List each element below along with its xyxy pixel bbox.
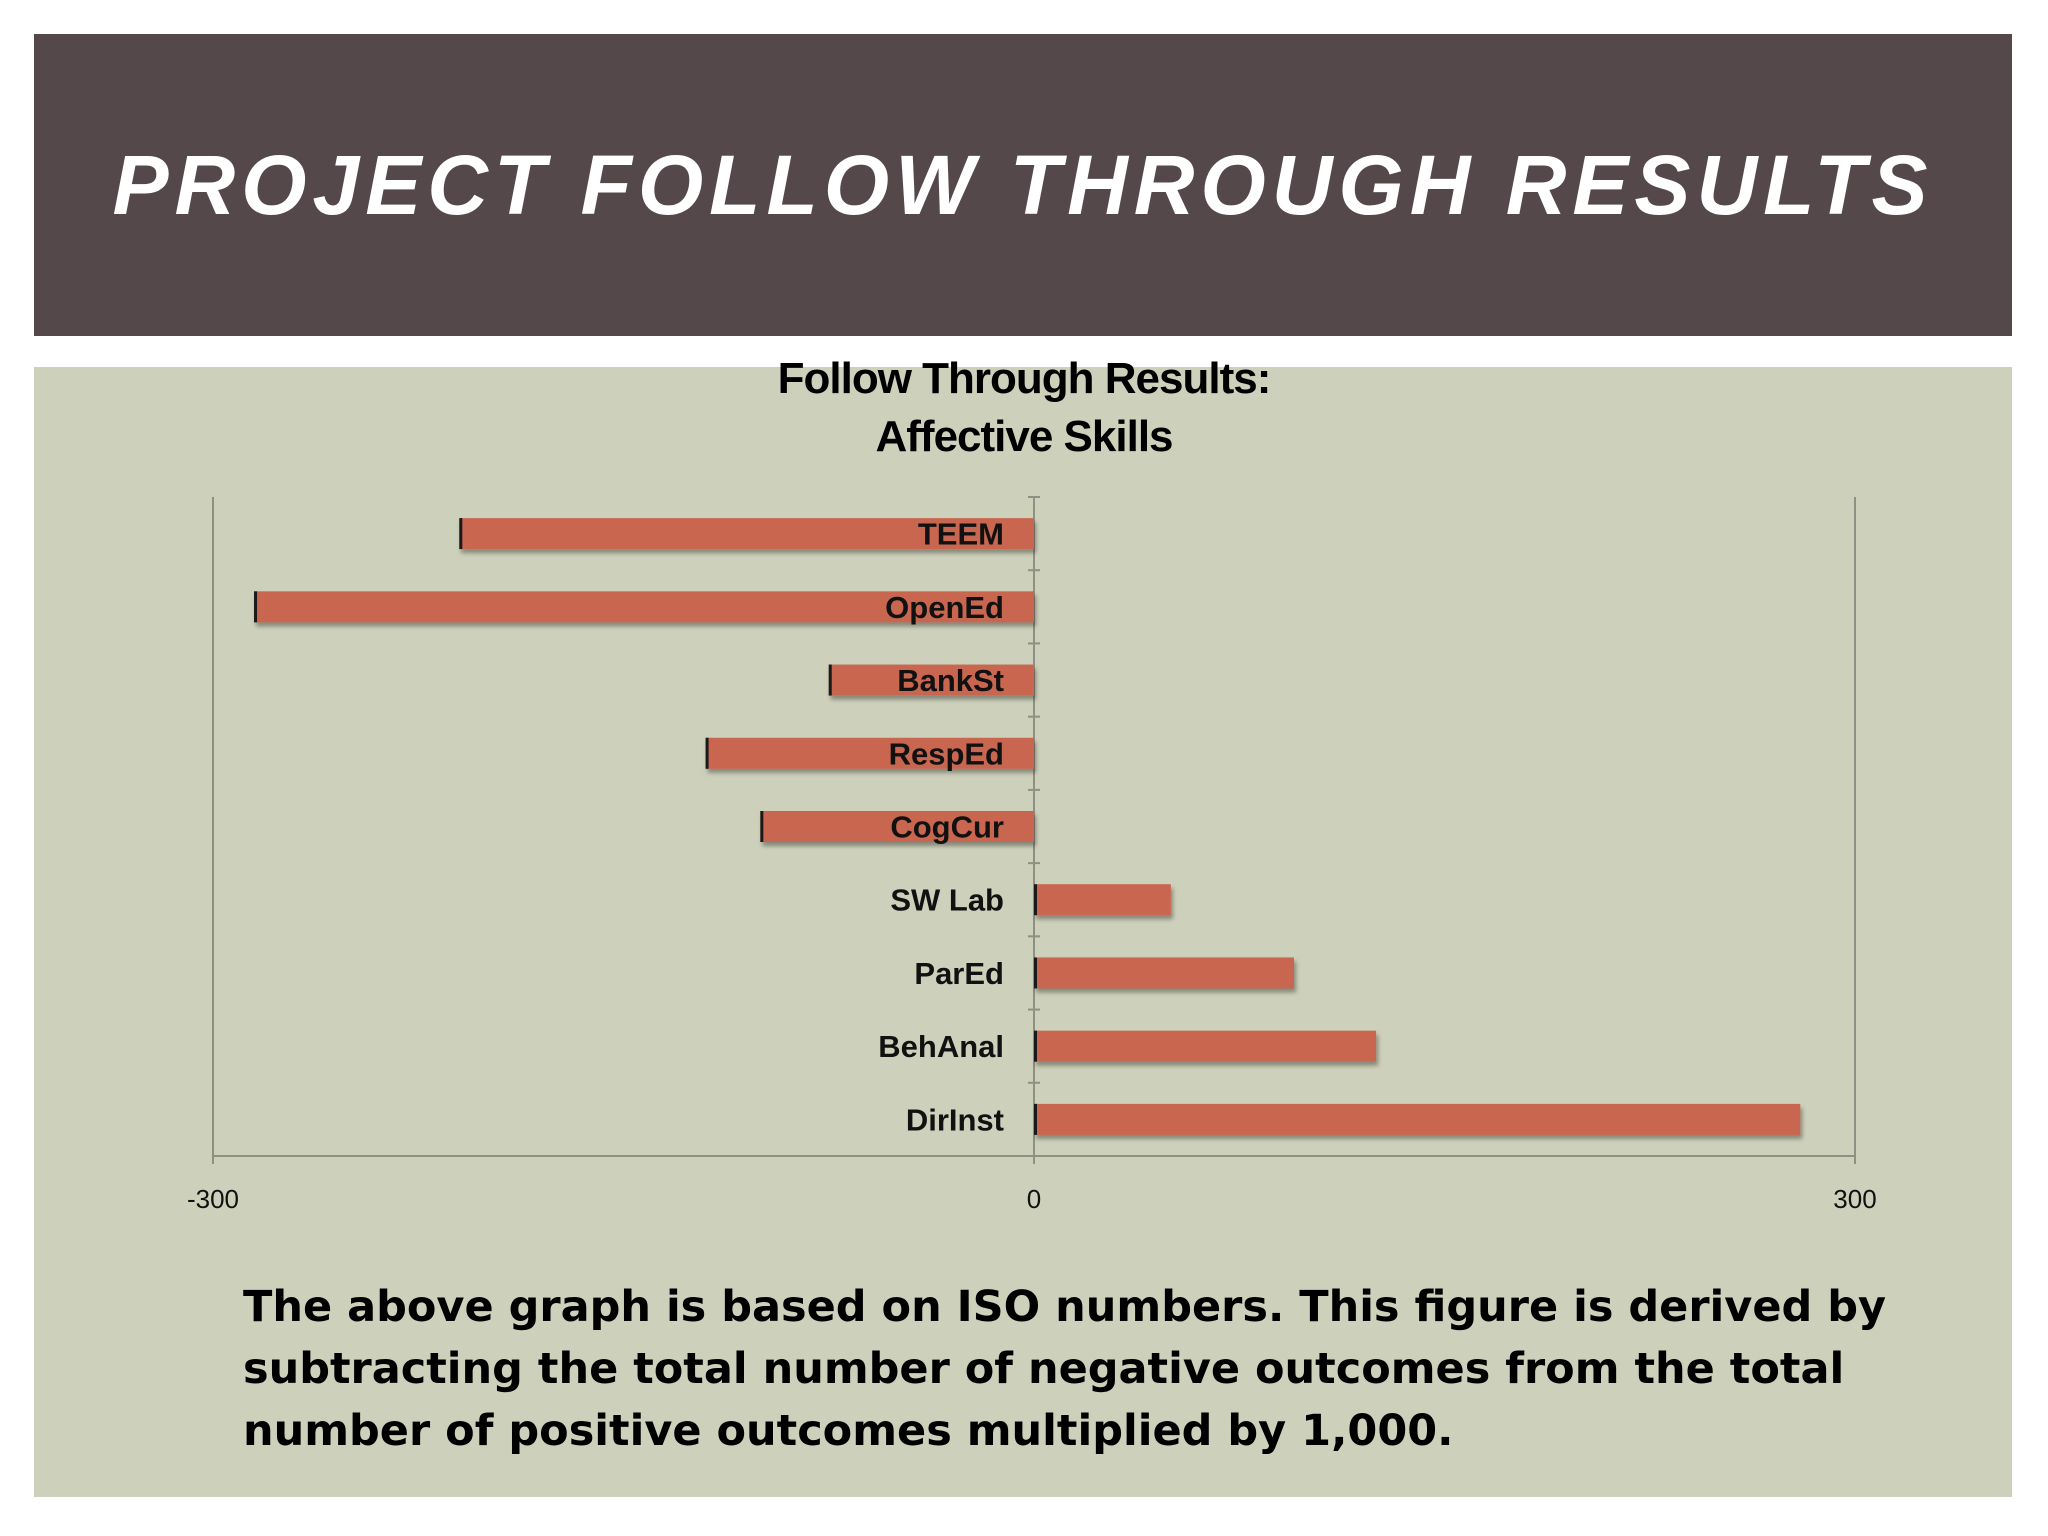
- bar-end-marker: [705, 737, 709, 769]
- bar-bankst: [828, 664, 1034, 696]
- category-label: BehAnal: [878, 1029, 1004, 1064]
- bar-end-marker: [760, 811, 764, 842]
- chart-bars: [254, 518, 1801, 1135]
- bar-opened: [254, 591, 1035, 623]
- slide-header: PROJECT FOLLOW THROUGH RESULTS: [34, 34, 2012, 336]
- category-label: OpenEd: [885, 590, 1004, 625]
- bar-behanal: [1034, 1030, 1377, 1062]
- bar-end-marker: [254, 591, 258, 623]
- content-panel: [34, 367, 2012, 1497]
- chart-caption: The above graph is based on ISO numbers.…: [243, 1282, 1887, 1456]
- category-label: DirInst: [906, 1102, 1004, 1137]
- chart-title: Follow Through Results: Affective Skills: [0, 350, 2048, 466]
- bar-sw-lab: [1034, 884, 1171, 916]
- bar-teem: [459, 518, 1034, 550]
- chart-category-labels: TEEM OpenEd BankSt RespEd CogCur SW Lab ParEd B…: [878, 517, 1004, 1138]
- chart-title-line-1: Follow Through Results:: [777, 354, 1272, 403]
- chart-title-line-2: Affective Skills: [875, 412, 1173, 461]
- category-label: BankSt: [897, 663, 1004, 698]
- bar-end-marker: [459, 518, 463, 550]
- bar-end-marker: [828, 664, 832, 696]
- chart-tick-labels: -300 0 300: [187, 1184, 1877, 1214]
- bar-pared: [1034, 957, 1294, 989]
- category-label: TEEM: [918, 517, 1004, 552]
- slide-title: PROJECT FOLLOW THROUGH RESULTS: [112, 137, 1934, 232]
- category-label: CogCur: [890, 810, 1004, 845]
- bar-end-marker: [1034, 957, 1037, 989]
- x-tick-label: 300: [1833, 1184, 1876, 1214]
- category-label: RespEd: [889, 736, 1004, 771]
- x-tick-label: 0: [1027, 1184, 1041, 1214]
- bar-end-marker: [1034, 1103, 1037, 1135]
- bar-resped: [705, 737, 1034, 769]
- category-label: SW Lab: [890, 883, 1004, 918]
- bar-end-marker: [1034, 884, 1037, 916]
- bar-cogcur: [760, 811, 1034, 842]
- bar-dirinst: [1034, 1103, 1801, 1135]
- x-tick-label: -300: [187, 1184, 239, 1214]
- bar-end-marker: [1034, 1030, 1037, 1062]
- category-label: ParEd: [914, 956, 1004, 991]
